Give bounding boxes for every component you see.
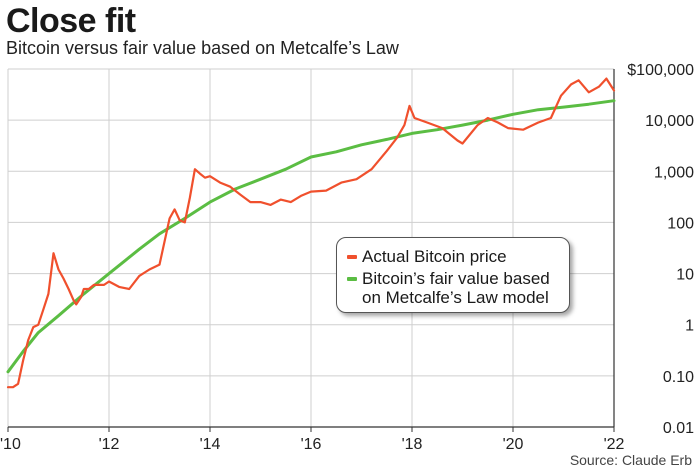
- y-tick-label: 0.10: [663, 369, 694, 386]
- x-tick-label: '10: [0, 436, 21, 453]
- y-tick-label: 100: [667, 215, 694, 232]
- x-tick-label: '16: [301, 436, 322, 453]
- legend-swatch-actual: [347, 255, 357, 259]
- x-tick-label: '18: [402, 436, 423, 453]
- y-tick-label: 10: [676, 267, 694, 284]
- x-tick-label: '22: [604, 436, 625, 453]
- legend-label-actual: Actual Bitcoin price: [362, 247, 507, 266]
- chart-title: Close fit: [6, 2, 136, 40]
- y-tick-label: 1,000: [654, 164, 694, 181]
- legend-label-fair: Bitcoin’s fair value based on Metcalfe’s…: [362, 269, 550, 307]
- chart-subtitle: Bitcoin versus fair value based on Metca…: [6, 38, 399, 58]
- x-tick-label: '20: [503, 436, 524, 453]
- legend-swatch-fair: [347, 277, 357, 281]
- legend-item-fair: Bitcoin’s fair value based on Metcalfe’s…: [347, 269, 562, 307]
- y-tick-label: $100,000: [627, 62, 694, 79]
- legend: Actual Bitcoin price Bitcoin’s fair valu…: [336, 237, 570, 313]
- y-tick-label: 1: [685, 318, 694, 335]
- y-tick-label: 0.01: [663, 420, 694, 437]
- x-tick-label: '12: [99, 436, 120, 453]
- legend-item-actual: Actual Bitcoin price: [347, 247, 507, 266]
- series-line-fair: [6, 99, 616, 374]
- x-tick-label: '14: [200, 436, 221, 453]
- y-tick-label: 10,000: [645, 113, 694, 130]
- source-note: Source: Claude Erb: [569, 452, 692, 468]
- series-line-actual: [6, 77, 616, 389]
